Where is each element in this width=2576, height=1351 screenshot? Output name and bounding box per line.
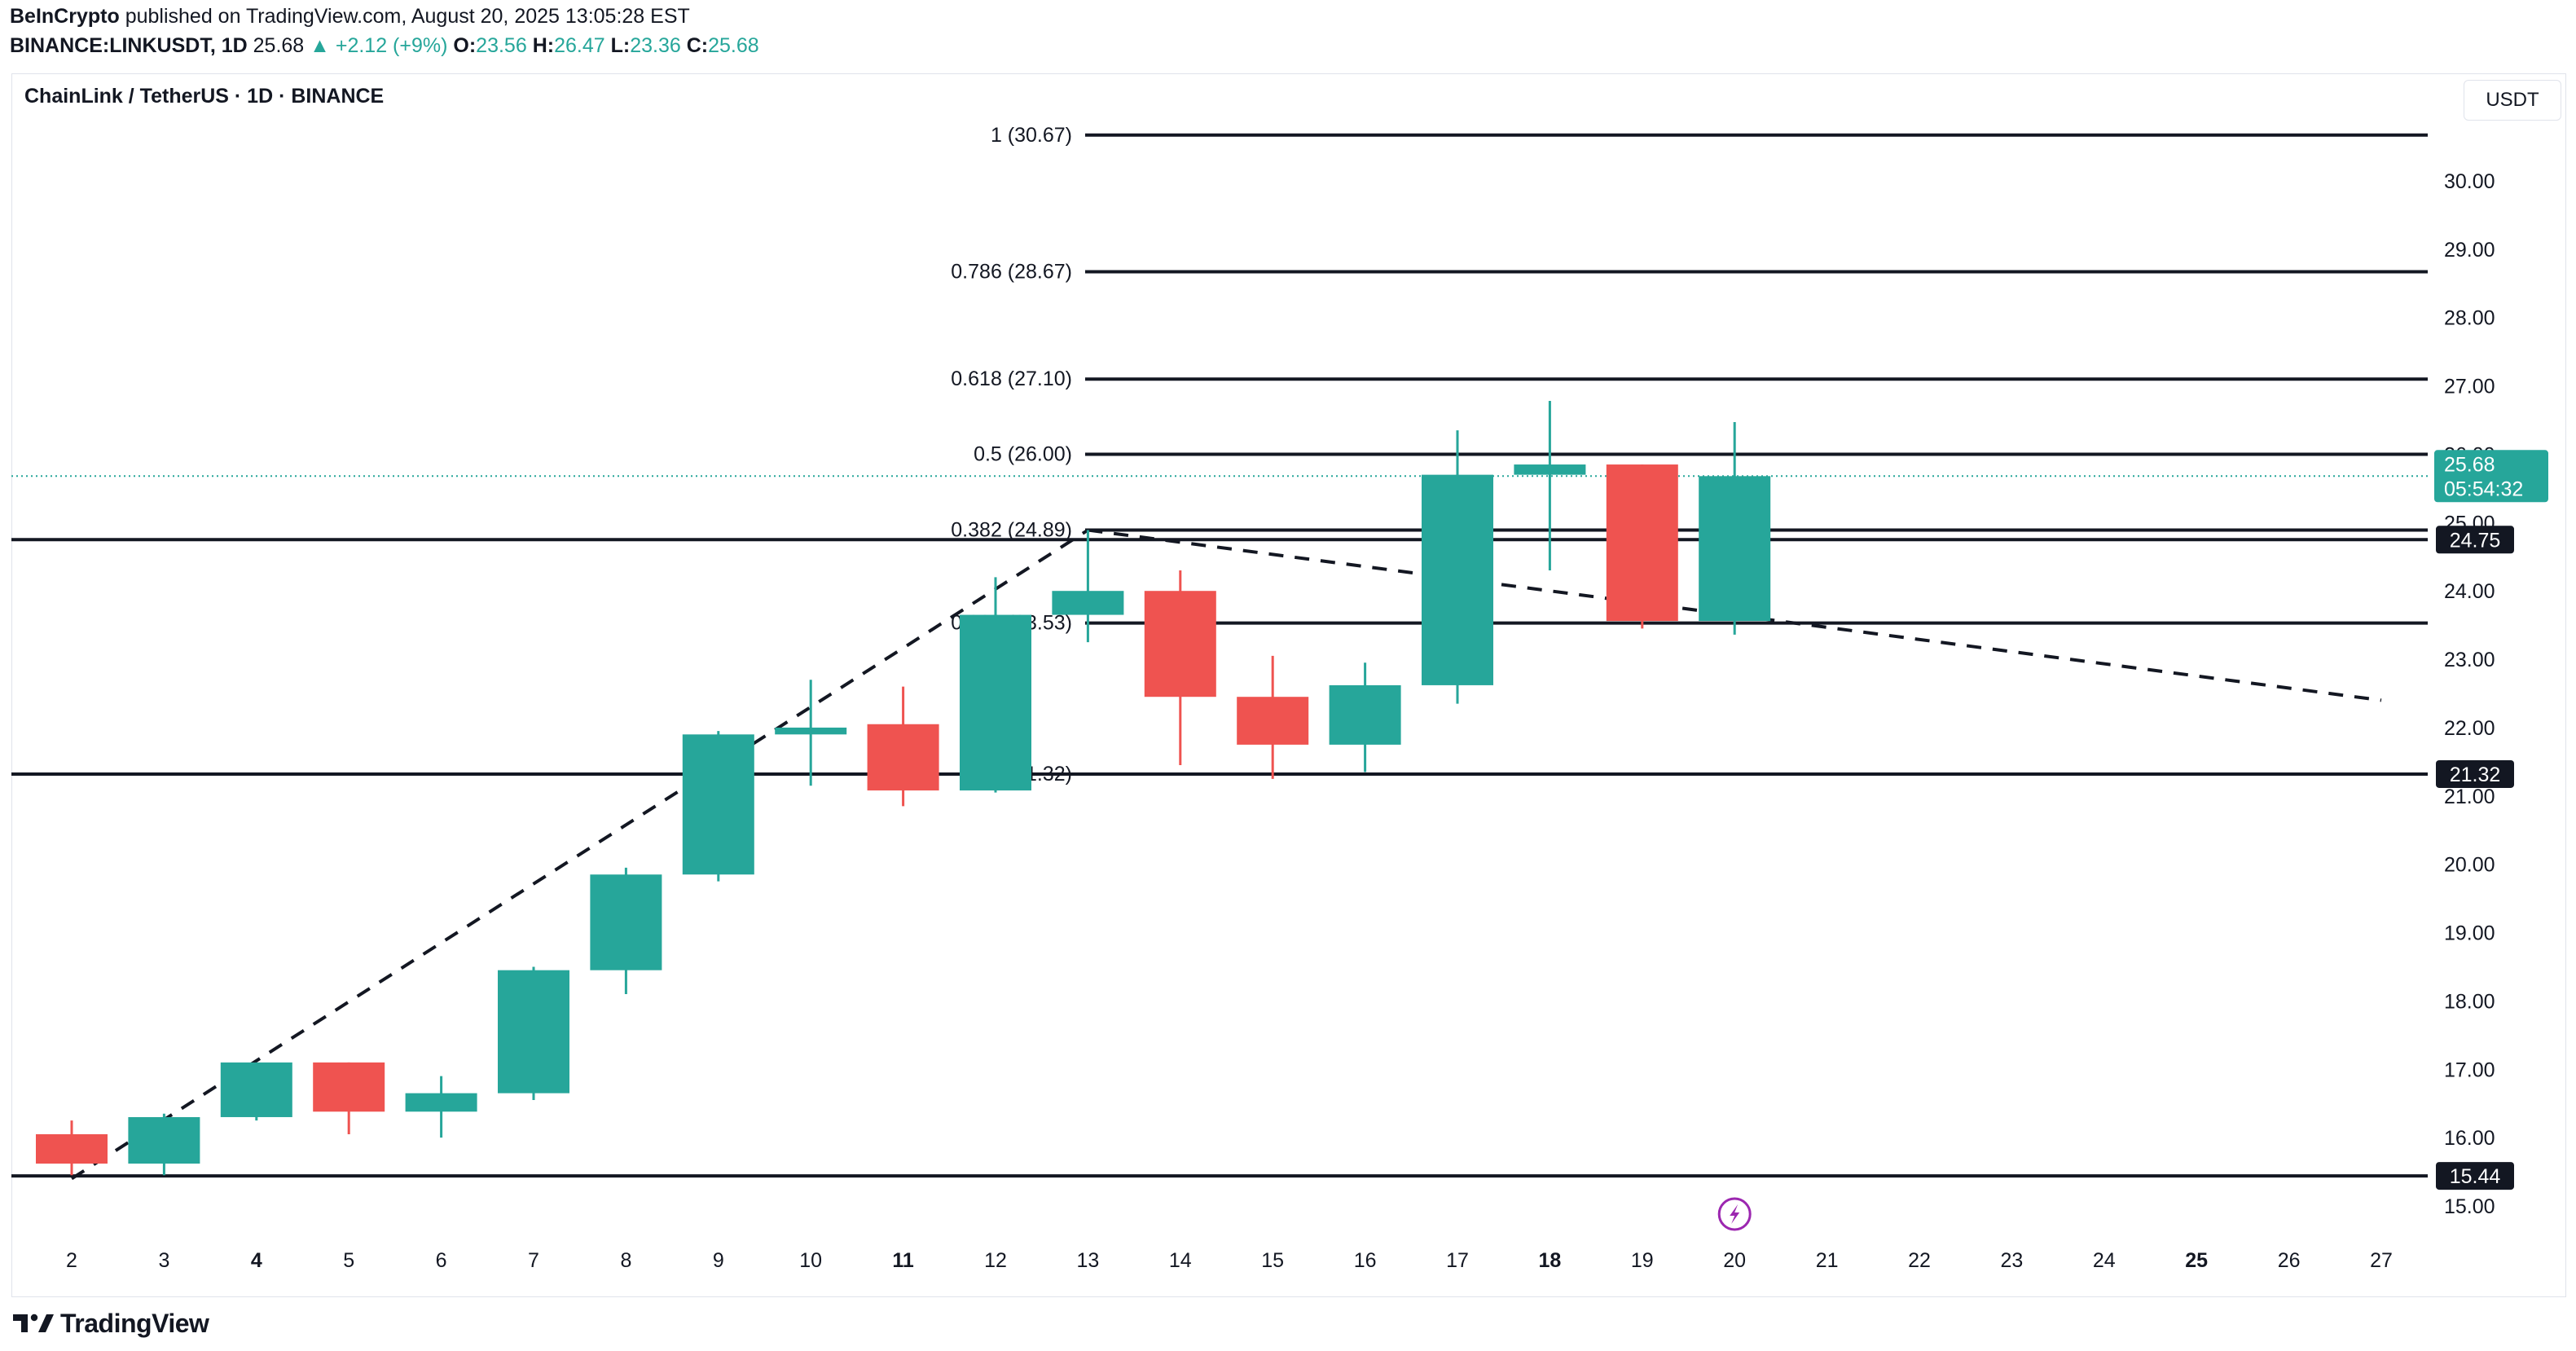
y-axis-tick-label: 19.00: [2444, 922, 2495, 945]
horizontal-line-price-label: 24.75: [2450, 529, 2501, 552]
candle-body: [590, 874, 662, 970]
horizontal-line-price-tag: [2436, 526, 2514, 554]
candle-body: [775, 727, 847, 735]
x-axis-tick-label: 22: [1908, 1249, 1931, 1272]
x-axis-tick-label: 21: [1816, 1249, 1839, 1272]
candle-body: [313, 1062, 385, 1112]
x-axis-tick-label: 6: [436, 1249, 447, 1272]
fib-level-label: 1 (30.67): [991, 124, 1072, 147]
candle-body: [1329, 684, 1401, 745]
x-axis-tick-label: 10: [799, 1249, 822, 1272]
ohlc-legend: BINANCE:LINKUSDT, 1D 25.68 ▲ +2.12 (+9%)…: [10, 34, 759, 58]
x-axis-tick-label: 8: [620, 1249, 631, 1272]
x-axis-tick-label: 3: [158, 1249, 169, 1272]
candle-body: [867, 724, 939, 791]
candle-body: [220, 1062, 292, 1117]
candle-body: [1052, 591, 1124, 615]
y-axis-tick-label: 16.00: [2444, 1127, 2495, 1150]
y-axis-tick-label: 30.00: [2444, 170, 2495, 193]
y-axis-tick-label: 20.00: [2444, 854, 2495, 877]
y-axis-tick-label: 22.00: [2444, 717, 2495, 740]
high-value: 26.47: [554, 34, 605, 57]
candle-body: [1144, 591, 1216, 698]
x-axis-tick-label: 19: [1631, 1249, 1654, 1272]
x-axis-tick-label: 14: [1169, 1249, 1192, 1272]
y-axis-tick-label: 18.00: [2444, 990, 2495, 1013]
candle-body: [128, 1116, 200, 1164]
countdown-label: 05:54:32: [2444, 477, 2523, 500]
x-axis-tick-label: 5: [343, 1249, 354, 1272]
open-label: O:: [453, 34, 477, 57]
candle-body: [682, 734, 754, 875]
horizontal-line-price-label: 21.32: [2450, 764, 2501, 786]
x-axis-tick-label: 24: [2093, 1249, 2116, 1272]
chart-header: BeInCrypto published on TradingView.com,…: [0, 0, 2576, 70]
x-axis-tick-label: 26: [2278, 1249, 2301, 1272]
candle-body: [1699, 476, 1771, 622]
fib-level-label: 0.786 (28.67): [951, 261, 1072, 284]
candle-body: [1514, 464, 1586, 475]
price-change: ▲ +2.12 (+9%): [310, 34, 448, 57]
candle-body: [498, 970, 569, 1094]
tradingview-logo[interactable]: TradingView: [11, 1307, 209, 1340]
x-axis-tick-label: 4: [251, 1249, 262, 1272]
y-axis-tick-label: 17.00: [2444, 1058, 2495, 1081]
y-axis-tick-label: 21.00: [2444, 786, 2495, 808]
x-axis-tick-label: 2: [66, 1249, 77, 1272]
tradingview-logo-icon: [13, 1314, 54, 1332]
x-axis-tick-label: 7: [528, 1249, 539, 1272]
fib-level-label: 0.382 (24.89): [951, 519, 1072, 542]
publish-info: BeInCrypto published on TradingView.com,…: [10, 5, 690, 29]
low-label: L:: [610, 34, 631, 57]
lightning-icon: [1730, 1204, 1740, 1224]
open-value: 23.56: [476, 34, 527, 57]
currency-button[interactable]: USDT: [2464, 80, 2561, 121]
y-axis-tick-label: 28.00: [2444, 307, 2495, 330]
fib-level-label: 0.618 (27.10): [951, 367, 1072, 390]
x-axis-tick-label: 17: [1446, 1249, 1469, 1272]
close-label: C:: [686, 34, 709, 57]
x-axis-tick-label: 11: [892, 1249, 914, 1272]
candle-body: [1606, 464, 1678, 622]
y-axis-tick-label: 27.00: [2444, 376, 2495, 398]
symbol-label: BINANCE:LINKUSDT, 1D: [10, 34, 248, 57]
close-value: 25.68: [708, 34, 759, 57]
tradingview-logo-text: TradingView: [60, 1308, 209, 1338]
x-axis-tick-label: 9: [713, 1249, 724, 1272]
published-text: published on TradingView.com, August 20,…: [125, 5, 690, 28]
x-axis-tick-label: 27: [2370, 1249, 2393, 1272]
y-axis-tick-label: 15.00: [2444, 1195, 2495, 1218]
candle-body: [960, 614, 1031, 791]
y-axis-tick-label: 29.00: [2444, 239, 2495, 262]
last-price: 25.68: [253, 34, 305, 57]
publisher-name[interactable]: BeInCrypto: [10, 5, 120, 28]
x-axis-tick-label: 15: [1261, 1249, 1284, 1272]
x-axis-tick-label: 20: [1723, 1249, 1746, 1272]
fib-level-label: 0.5 (26.00): [974, 442, 1072, 465]
horizontal-line-price-label: 15.44: [2450, 1165, 2501, 1188]
x-axis-tick-label: 25: [2185, 1249, 2208, 1272]
low-value: 23.36: [630, 34, 681, 57]
trendline: [70, 528, 1089, 1181]
x-axis-tick-label: 23: [2000, 1249, 2023, 1272]
x-axis-tick-label: 18: [1538, 1249, 1561, 1272]
candle-body: [405, 1093, 477, 1112]
horizontal-line-price-tag: [2436, 1162, 2514, 1190]
chart-title: ChainLink / TetherUS · 1D · BINANCE: [24, 85, 385, 108]
candle-body: [1237, 697, 1309, 745]
chart-frame: [11, 73, 2566, 1297]
x-axis-tick-label: 16: [1354, 1249, 1377, 1272]
candle-body: [36, 1133, 108, 1164]
candle-body: [1422, 474, 1493, 685]
high-label: H:: [532, 34, 555, 57]
y-axis-tick-label: 24.00: [2444, 580, 2495, 603]
current-price-label: 25.68: [2444, 453, 2495, 476]
current-price-tag: [2434, 450, 2548, 503]
y-axis-tick-label: 23.00: [2444, 649, 2495, 671]
x-axis-tick-label: 12: [984, 1249, 1007, 1272]
horizontal-line-price-tag: [2436, 759, 2514, 788]
x-axis-tick-label: 13: [1076, 1249, 1099, 1272]
